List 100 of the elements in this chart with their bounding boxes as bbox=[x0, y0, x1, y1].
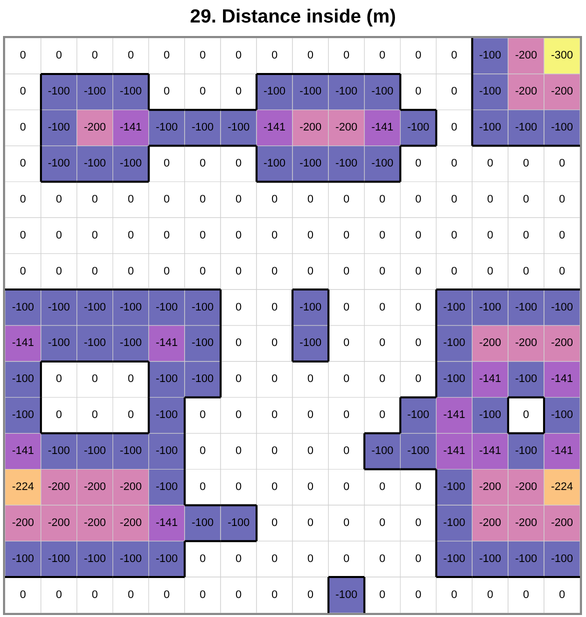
data-label: 0 bbox=[558, 588, 566, 601]
data-label: 0 bbox=[271, 588, 278, 601]
data-label: 0 bbox=[307, 193, 314, 206]
data-label: -141 bbox=[371, 122, 394, 134]
data-label: -100 bbox=[335, 588, 358, 601]
data-label: 0 bbox=[415, 373, 422, 386]
data-label: 0 bbox=[487, 265, 494, 278]
data-label: -100 bbox=[12, 409, 34, 422]
data-label: -200 bbox=[515, 50, 538, 62]
data-label: 0 bbox=[307, 373, 314, 386]
data-label: 0 bbox=[307, 229, 314, 242]
data-label: -141 bbox=[479, 373, 502, 386]
data-label: -200 bbox=[551, 516, 574, 529]
data-label: 0 bbox=[451, 122, 458, 134]
data-label: 0 bbox=[379, 265, 386, 278]
data-label: 0 bbox=[200, 445, 206, 458]
data-label: -100 bbox=[48, 445, 70, 458]
data-label: 0 bbox=[200, 193, 206, 206]
data-label: 0 bbox=[200, 158, 206, 170]
data-label: 0 bbox=[307, 516, 314, 529]
data-label: -100 bbox=[12, 373, 34, 386]
data-label: -100 bbox=[299, 158, 322, 170]
data-label: -141 bbox=[443, 409, 466, 422]
data-label: -100 bbox=[443, 552, 466, 565]
data-label: 0 bbox=[271, 373, 278, 386]
data-label: 0 bbox=[343, 50, 350, 62]
data-label: 0 bbox=[523, 588, 530, 601]
data-label: -100 bbox=[335, 86, 358, 98]
data-label: -100 bbox=[156, 552, 178, 565]
data-label: -100 bbox=[515, 552, 538, 565]
data-label: 0 bbox=[415, 588, 422, 601]
data-label: -100 bbox=[479, 86, 502, 98]
data-label: -100 bbox=[479, 122, 502, 134]
data-label: 0 bbox=[415, 301, 422, 314]
data-label: 0 bbox=[128, 588, 134, 601]
data-label: 0 bbox=[343, 445, 350, 458]
data-label: 0 bbox=[20, 86, 26, 98]
data-label: -200 bbox=[120, 516, 142, 529]
data-label: 0 bbox=[415, 229, 422, 242]
data-label: 0 bbox=[92, 409, 98, 422]
data-label: 0 bbox=[236, 229, 242, 242]
data-label: -200 bbox=[551, 86, 574, 98]
data-label: 0 bbox=[415, 480, 422, 493]
data-label: 0 bbox=[236, 337, 242, 350]
data-label: 0 bbox=[415, 265, 422, 278]
data-label: 0 bbox=[236, 373, 242, 386]
data-label: -100 bbox=[156, 409, 178, 422]
data-label: -200 bbox=[48, 480, 70, 493]
data-label: 0 bbox=[379, 50, 386, 62]
data-label: -141 bbox=[12, 337, 34, 350]
data-label: 0 bbox=[415, 50, 422, 62]
data-label: 0 bbox=[558, 229, 566, 242]
data-label: 0 bbox=[451, 229, 458, 242]
data-label: 0 bbox=[236, 409, 242, 422]
data-label: 0 bbox=[343, 301, 350, 314]
data-label: -100 bbox=[228, 516, 250, 529]
data-label: -200 bbox=[479, 337, 502, 350]
data-label: 0 bbox=[415, 158, 422, 170]
data-label: -141 bbox=[156, 337, 178, 350]
data-label: 0 bbox=[487, 588, 494, 601]
data-label: 0 bbox=[487, 229, 494, 242]
data-label: 0 bbox=[271, 516, 278, 529]
data-label: 0 bbox=[56, 588, 62, 601]
data-label: -200 bbox=[84, 516, 106, 529]
data-label: 0 bbox=[128, 50, 134, 62]
data-label: -141 bbox=[12, 445, 34, 458]
chart-title: 29. Distance inside (m) bbox=[190, 6, 396, 28]
data-label: -100 bbox=[12, 301, 34, 314]
data-label: 0 bbox=[523, 193, 530, 206]
data-label: -100 bbox=[84, 301, 106, 314]
data-label: -100 bbox=[515, 445, 538, 458]
data-label: -100 bbox=[299, 301, 322, 314]
data-label: -100 bbox=[120, 445, 142, 458]
data-label: -100 bbox=[192, 373, 214, 386]
data-label: 0 bbox=[451, 588, 458, 601]
data-label: -100 bbox=[479, 552, 502, 565]
data-label: 0 bbox=[236, 265, 242, 278]
data-label: 0 bbox=[271, 265, 278, 278]
data-label: -100 bbox=[48, 552, 70, 565]
data-label: -100 bbox=[48, 86, 70, 98]
data-label: -200 bbox=[515, 516, 538, 529]
data-label: 0 bbox=[56, 409, 62, 422]
data-label: 0 bbox=[271, 229, 278, 242]
data-label: 0 bbox=[271, 480, 278, 493]
data-label: -100 bbox=[443, 516, 466, 529]
data-label: 0 bbox=[379, 552, 386, 565]
data-label: 0 bbox=[128, 193, 134, 206]
data-label: 0 bbox=[415, 552, 422, 565]
data-label: -100 bbox=[479, 409, 502, 422]
data-label: -200 bbox=[515, 86, 538, 98]
data-label: -100 bbox=[443, 480, 466, 493]
data-label: 0 bbox=[128, 373, 134, 386]
data-label: -100 bbox=[156, 301, 178, 314]
data-label: 0 bbox=[200, 409, 206, 422]
data-label: -200 bbox=[299, 122, 322, 134]
data-label: 0 bbox=[343, 480, 350, 493]
data-label: 0 bbox=[415, 337, 422, 350]
data-label: 0 bbox=[379, 301, 386, 314]
data-label: 0 bbox=[164, 50, 170, 62]
data-label: 0 bbox=[307, 445, 314, 458]
